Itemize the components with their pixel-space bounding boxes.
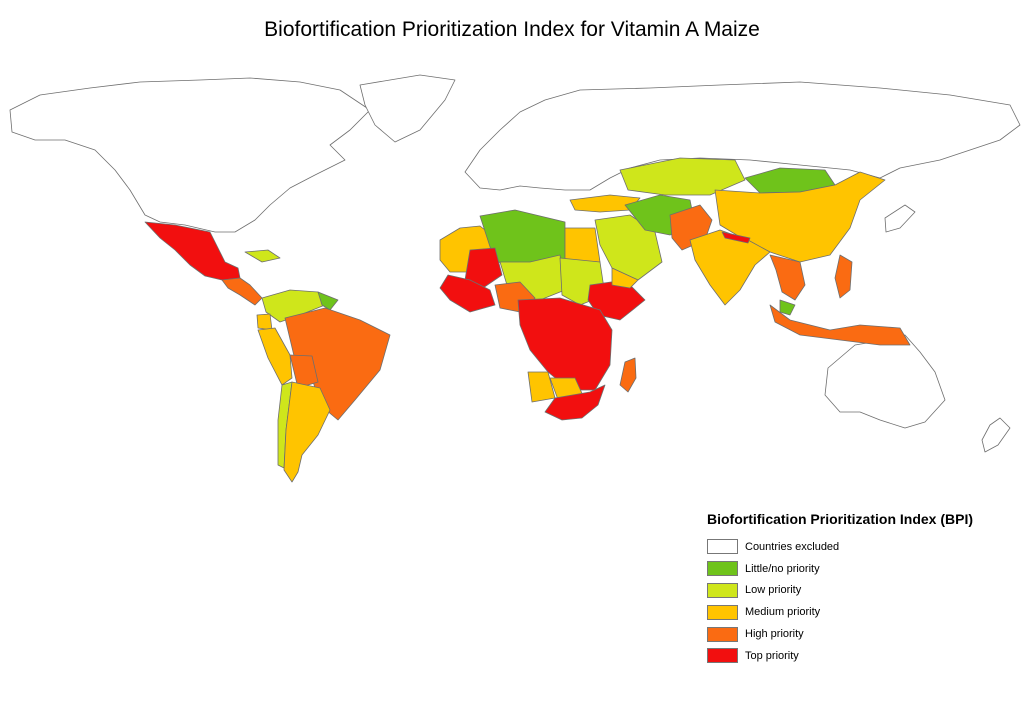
region-new-zealand <box>981 417 1011 453</box>
region-mali <box>464 247 503 291</box>
region-nepal <box>721 231 751 244</box>
legend-swatch <box>707 604 738 620</box>
legend-item: Little/no priority <box>707 558 1017 580</box>
region-yemen <box>611 267 639 289</box>
legend-item: Top priority <box>707 645 1017 667</box>
region-caribbean <box>244 249 281 263</box>
region-argentina <box>283 381 331 483</box>
region-kazakhstan <box>619 157 746 196</box>
region-guianas <box>317 291 339 311</box>
region-malaysia <box>779 299 796 316</box>
region-indonesia <box>769 304 911 346</box>
region-indochina <box>769 254 806 301</box>
region-ecuador <box>256 313 273 331</box>
legend-item: Medium priority <box>707 601 1017 623</box>
legend-label: Countries excluded <box>745 540 840 553</box>
legend-label: High priority <box>745 628 804 641</box>
region-philippines <box>834 254 853 299</box>
region-central-america <box>221 277 263 306</box>
legend-swatch <box>707 582 738 598</box>
region-saudi-arabia <box>594 214 663 281</box>
region-europe-russia <box>464 81 1021 191</box>
legend-item: Countries excluded <box>707 536 1017 558</box>
region-egypt <box>564 227 601 263</box>
legend-swatch <box>707 648 738 664</box>
legend-label: Top priority <box>745 649 799 662</box>
legend-label: Medium priority <box>745 606 821 619</box>
legend-label: Low priority <box>745 584 802 597</box>
legend-swatch <box>707 561 738 577</box>
region-japan <box>884 204 916 233</box>
legend-item: Low priority <box>707 580 1017 602</box>
region-madagascar <box>619 357 637 393</box>
region-australia <box>824 334 946 429</box>
region-north-america <box>9 77 371 233</box>
world-map <box>9 74 1021 483</box>
region-southern-africa <box>544 384 606 421</box>
map-legend: Biofortification Prioritization Index (B… <box>707 511 1017 667</box>
region-bolivia <box>289 354 319 389</box>
legend-item: High priority <box>707 623 1017 645</box>
legend-swatch <box>707 626 738 642</box>
map-title: Biofortification Prioritization Index fo… <box>264 18 760 41</box>
legend-title: Biofortification Prioritization Index (B… <box>707 511 973 527</box>
legend-label: Little/no priority <box>745 562 820 575</box>
region-colombia-venezuela <box>261 289 326 323</box>
legend-swatch <box>707 539 738 555</box>
region-angola <box>527 371 556 403</box>
region-gulf-coast-west <box>439 274 496 313</box>
region-greenland <box>359 74 456 143</box>
region-peru <box>257 327 293 386</box>
